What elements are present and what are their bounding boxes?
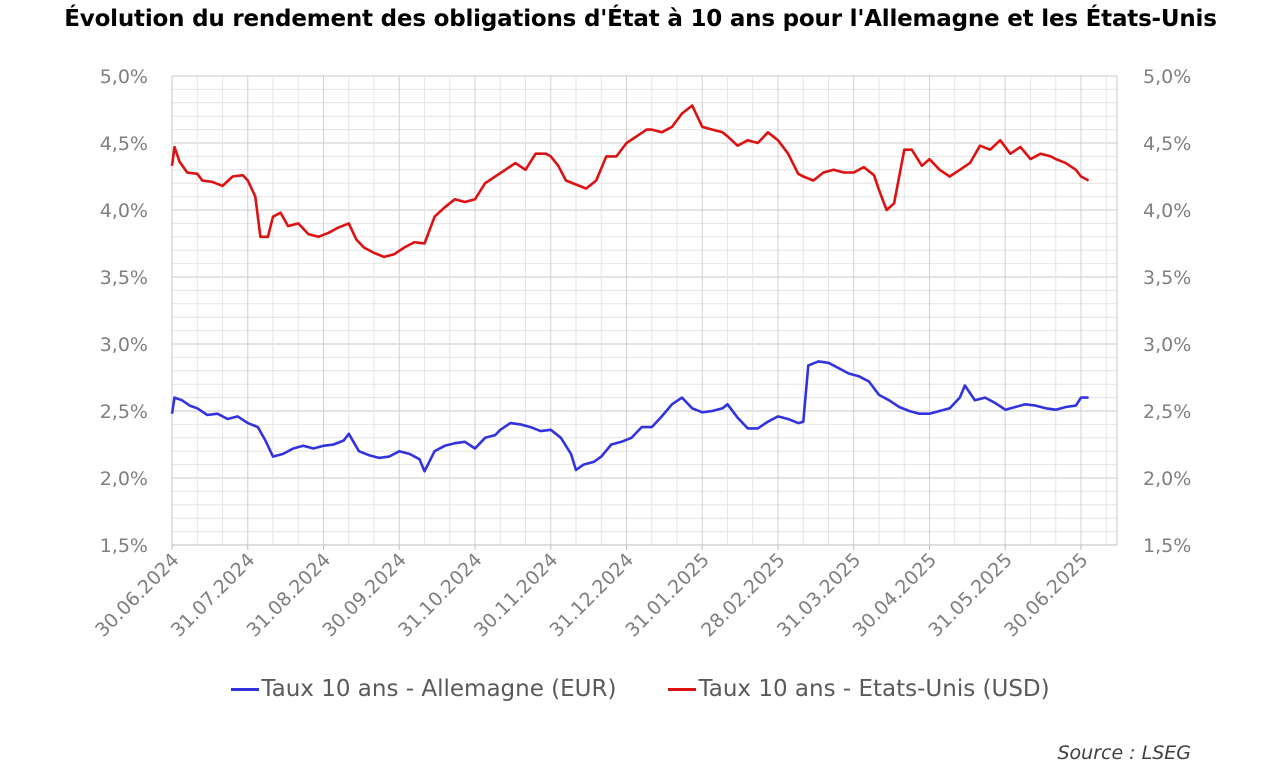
y-tick-label-left: 5,0% [100,66,148,88]
y-tick-label-right: 2,5% [1143,401,1191,423]
y-tick-label-right: 2,0% [1143,468,1191,490]
legend-swatch-usa [668,687,697,691]
source-note: Source : LSEG [1057,742,1191,764]
y-tick-label-left: 3,0% [100,334,148,356]
y-tick-label-left: 2,5% [100,401,148,423]
series-line-germany [170,360,1089,473]
y-tick-label-right: 3,5% [1143,267,1191,289]
y-tick-label-left: 3,5% [100,267,148,289]
y-tick-label-left: 4,5% [100,133,148,155]
grid [171,75,1118,546]
y-tick-label-left: 4,0% [100,200,148,222]
y-tick-label-right: 1,5% [1143,535,1191,557]
legend-item-usa: Taux 10 ans - Etats-Unis (USD) [668,676,1050,702]
legend-swatch-germany [231,687,260,691]
legend: Taux 10 ans - Allemagne (EUR) Taux 10 an… [0,676,1281,702]
y-tick-label-right: 4,5% [1143,133,1191,155]
y-axis-right: 1,5% 2,0% 2,5% 3,0% 3,5% 4,0% 4,5% 5,0% [1143,66,1191,557]
legend-item-germany: Taux 10 ans - Allemagne (EUR) [231,676,616,702]
y-tick-label-right: 5,0% [1143,66,1191,88]
x-axis: 30.06.202431.07.202431.08.202430.09.2024… [91,545,1093,641]
y-tick-label-left: 1,5% [100,535,148,557]
y-tick-label-right: 3,0% [1143,334,1191,356]
y-tick-label-right: 4,0% [1143,200,1191,222]
chart-title: Évolution du rendement des obligations d… [64,6,1217,32]
series-lines [170,104,1090,473]
series-line-usa [170,104,1090,259]
y-tick-label-left: 2,0% [100,468,148,490]
y-axis-left: 1,5% 2,0% 2,5% 3,0% 3,5% 4,0% 4,5% 5,0% [100,66,148,557]
legend-label-germany: Taux 10 ans - Allemagne (EUR) [261,676,617,702]
legend-label-usa: Taux 10 ans - Etats-Unis (USD) [698,676,1050,702]
